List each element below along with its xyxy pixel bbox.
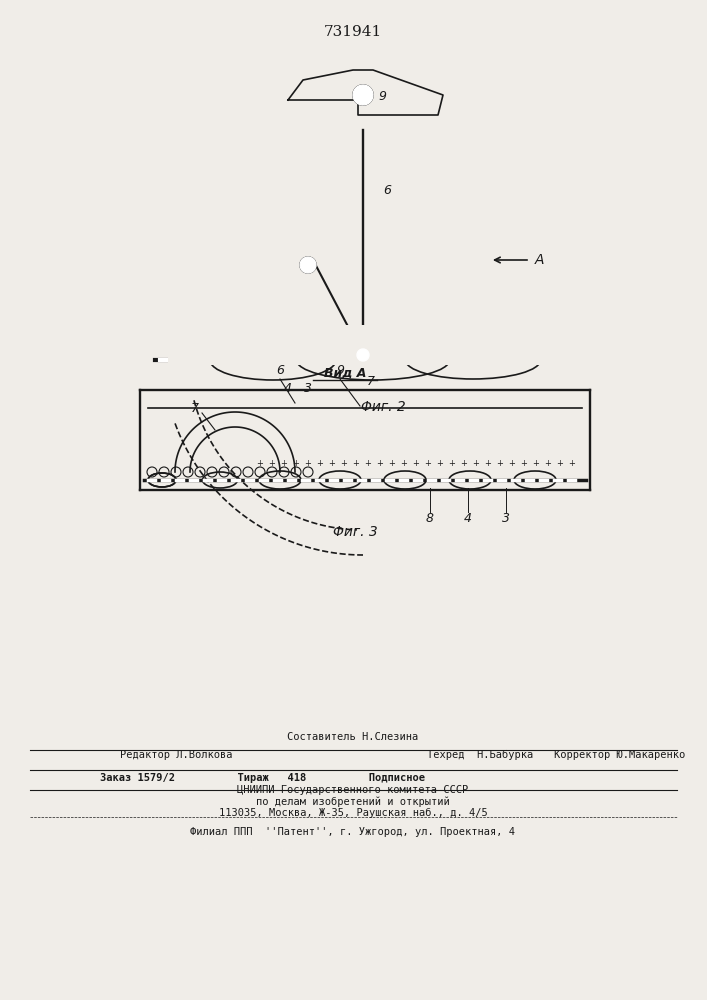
Text: Составитель Н.Слезина: Составитель Н.Слезина xyxy=(287,732,419,742)
Circle shape xyxy=(300,257,316,273)
Text: +: + xyxy=(556,460,563,468)
Text: 9: 9 xyxy=(378,91,386,104)
Text: Корректор Ю.Макаренко: Корректор Ю.Макаренко xyxy=(554,750,686,760)
Text: +: + xyxy=(401,460,407,468)
Text: +: + xyxy=(520,460,527,468)
Text: 7: 7 xyxy=(191,401,199,414)
Text: +: + xyxy=(568,460,575,468)
Text: 8: 8 xyxy=(426,512,434,525)
Text: 6: 6 xyxy=(383,184,391,196)
Text: +: + xyxy=(389,460,395,468)
Text: 4: 4 xyxy=(284,382,292,395)
Text: +: + xyxy=(353,460,359,468)
Text: +: + xyxy=(544,460,551,468)
Text: +: + xyxy=(293,460,300,468)
Text: Филиал ППП  ''Патент'', г. Ужгород, ул. Проектная, 4: Филиал ППП ''Патент'', г. Ужгород, ул. П… xyxy=(190,827,515,837)
Text: +: + xyxy=(317,460,323,468)
Text: +: + xyxy=(341,460,347,468)
Text: Техред  Н.Бабурка: Техред Н.Бабурка xyxy=(427,750,533,760)
Text: +: + xyxy=(257,460,264,468)
Text: 3: 3 xyxy=(304,382,312,395)
Circle shape xyxy=(353,85,373,105)
Bar xyxy=(168,325,378,365)
Text: +: + xyxy=(377,460,383,468)
Text: +: + xyxy=(413,460,419,468)
Text: +: + xyxy=(484,460,491,468)
Circle shape xyxy=(357,349,369,361)
Text: Вид A: Вид A xyxy=(324,367,366,380)
Text: +: + xyxy=(448,460,455,468)
Text: +: + xyxy=(329,460,335,468)
Bar xyxy=(245,325,501,365)
Text: 7: 7 xyxy=(367,375,375,388)
Text: +: + xyxy=(281,460,288,468)
Text: +: + xyxy=(460,460,467,468)
Text: +: + xyxy=(532,460,539,468)
Text: +: + xyxy=(472,460,479,468)
Text: +: + xyxy=(508,460,515,468)
Text: Φиг. 3: Φиг. 3 xyxy=(332,525,378,539)
Text: 9: 9 xyxy=(336,364,344,377)
Text: ЦНИИПИ Государственного комитета СССР: ЦНИИПИ Государственного комитета СССР xyxy=(238,785,469,795)
Text: +: + xyxy=(425,460,431,468)
Text: +: + xyxy=(496,460,503,468)
Text: +: + xyxy=(269,460,276,468)
Text: A: A xyxy=(535,253,544,267)
Bar xyxy=(361,327,585,365)
Text: 4: 4 xyxy=(464,512,472,525)
Text: Φиг. 2: Φиг. 2 xyxy=(361,400,405,414)
Text: Редактор Л.Волкова: Редактор Л.Волкова xyxy=(120,750,233,760)
Text: +: + xyxy=(365,460,371,468)
Text: +: + xyxy=(305,460,312,468)
Text: по делам изобретений и открытий: по делам изобретений и открытий xyxy=(256,797,450,807)
Text: 6: 6 xyxy=(276,364,284,377)
Text: +: + xyxy=(436,460,443,468)
Text: 3: 3 xyxy=(502,512,510,525)
Text: 731941: 731941 xyxy=(324,25,382,39)
Text: 113035, Москва, Ж-35, Раушская наб., д. 4/5: 113035, Москва, Ж-35, Раушская наб., д. … xyxy=(218,808,487,818)
Text: Заказ 1579/2          Тираж   418          Подписное: Заказ 1579/2 Тираж 418 Подписное xyxy=(100,773,425,783)
